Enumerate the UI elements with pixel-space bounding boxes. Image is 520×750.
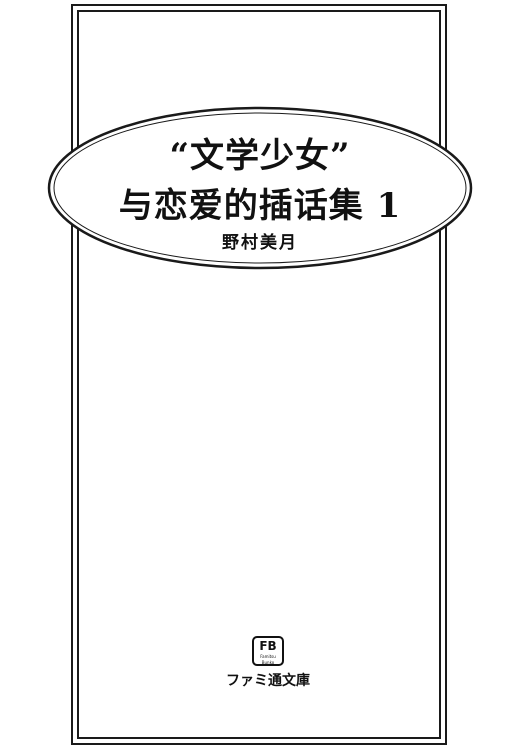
title-oval [47, 106, 473, 270]
inner-border [77, 10, 441, 739]
publisher-name: ファミ通文庫 [226, 673, 310, 689]
title-line-2: 与恋爱的插话集 1 [118, 186, 402, 226]
publisher-logo: FB Famitsu Bunko [252, 636, 284, 666]
logo-letters: FB [259, 639, 277, 653]
logo-subtext: Famitsu Bunko [260, 654, 276, 665]
author-name: 野村美月 [222, 233, 298, 253]
outer-border [71, 4, 447, 745]
title-line-1: “文学少女” [169, 136, 351, 176]
